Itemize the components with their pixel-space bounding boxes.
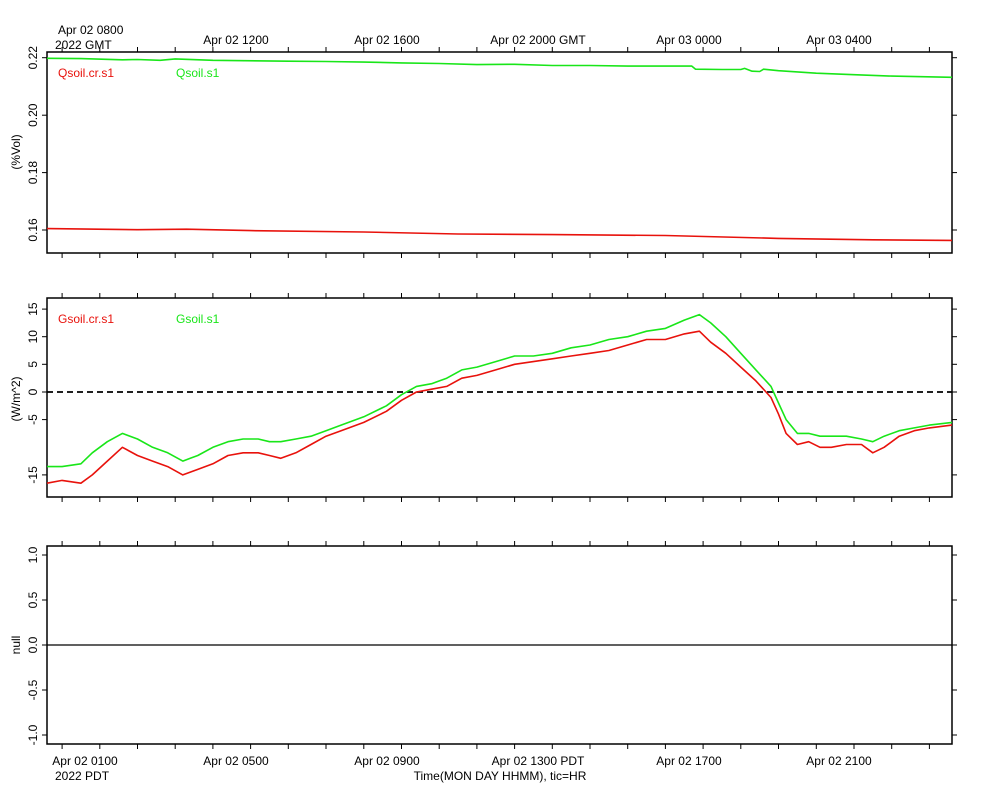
- panel-2-series: [46, 313, 953, 485]
- top-axis-label-1: Apr 02 1200: [203, 33, 269, 47]
- bottom-axis-first-label: Apr 02 0100: [52, 754, 118, 768]
- bottom-axis-label-1: Apr 02 0500: [203, 754, 269, 768]
- panel-null: -1.0 -0.5 0.0 0.5 1.0 null: [9, 541, 957, 749]
- series-line-green: [47, 313, 953, 468]
- y-tick-label: 1.0: [26, 546, 40, 563]
- y-tick-label: 0.5: [26, 591, 40, 608]
- y-tick-label: 10: [26, 330, 40, 344]
- panel-3-y-axis-label: null: [9, 636, 23, 655]
- y-tick-label: 5: [26, 361, 40, 368]
- y-tick-label: 0.0: [26, 636, 40, 653]
- top-axis-first-label: Apr 02 0800: [58, 23, 124, 37]
- panel-2-frame: [46, 297, 953, 498]
- panel-1-y-axis-label: (%Vol): [9, 134, 23, 169]
- top-axis-label-4: Apr 03 0000: [656, 33, 722, 47]
- top-axis-label-5: Apr 03 0400: [806, 33, 872, 47]
- panel-1-y-ticks: 0.16 0.18 0.20 0.22: [26, 46, 957, 242]
- panel-3-x-ticks: [61, 541, 930, 749]
- y-tick-label: 0.18: [26, 161, 40, 185]
- top-axis-first-sublabel: 2022 GMT: [55, 38, 112, 52]
- y-tick-label: -15: [26, 466, 40, 484]
- top-axis-label-3: Apr 02 2000 GMT: [490, 33, 586, 47]
- y-tick-label: -1.0: [26, 724, 40, 745]
- panel-2-legend-red: Gsoil.cr.s1: [58, 312, 114, 326]
- y-tick-label: 15: [26, 302, 40, 316]
- top-axis-label-2: Apr 02 1600: [354, 33, 420, 47]
- panel-3-y-ticks: -1.0 -0.5 0.0 0.5 1.0: [26, 546, 957, 745]
- bottom-axis-label-2: Apr 02 0900: [354, 754, 420, 768]
- series-line-red: [46, 330, 953, 485]
- bottom-axis-label-5: Apr 02 2100: [806, 754, 872, 768]
- panel-soil-heat-flux: -15 -5 0 5 10 15 (W/m^2) Gsoil.cr.s1 Gsoil.s1: [9, 293, 957, 502]
- panel-1-frame: [46, 51, 953, 254]
- series-line-red: [46, 227, 953, 242]
- y-tick-label: 0.20: [26, 103, 40, 127]
- panel-2-x-ticks: [61, 293, 930, 502]
- y-tick-label: 0: [26, 388, 40, 395]
- y-tick-label: 0.16: [26, 218, 40, 242]
- panel-soil-moisture: 0.16 0.18 0.20 0.22 (%Vol) Qsoil.cr.s1 Qsoi…: [9, 46, 957, 258]
- panel-1-series: [46, 57, 953, 242]
- panel-1-legend-green: Qsoil.s1: [176, 66, 220, 80]
- panel-2-y-axis-label: (W/m^2): [9, 377, 23, 422]
- y-tick-label: 0.22: [26, 46, 40, 70]
- panel-2-y-ticks: -15 -5 0 5 10 15: [26, 302, 957, 484]
- series-line-green: [46, 57, 953, 79]
- bottom-axis-first-sublabel: 2022 PDT: [55, 769, 110, 783]
- bottom-axis-label-4: Apr 02 1700: [656, 754, 722, 768]
- y-tick-label: -0.5: [26, 679, 40, 700]
- panel-1-x-ticks: [61, 47, 930, 258]
- panel-2-legend-green: Gsoil.s1: [176, 312, 220, 326]
- panel-1-legend-red: Qsoil.cr.s1: [58, 66, 114, 80]
- x-axis-title: Time(MON DAY HHMM), tic=HR: [414, 769, 587, 783]
- y-tick-label: -5: [26, 414, 40, 425]
- bottom-axis-label-3: Apr 02 1300 PDT: [492, 754, 585, 768]
